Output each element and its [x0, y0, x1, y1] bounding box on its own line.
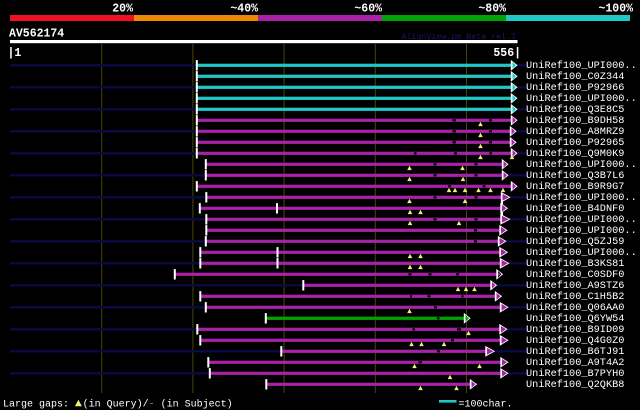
- svg-text:UniRef100_A9T4A2: UniRef100_A9T4A2: [526, 357, 624, 369]
- svg-text:UniRef100_UPI000..: UniRef100_UPI000..: [526, 159, 637, 171]
- svg-text:UniRef100_B9ID09: UniRef100_B9ID09: [526, 324, 624, 336]
- svg-text:UniRef100_C1H5B2: UniRef100_C1H5B2: [526, 291, 624, 303]
- svg-text:UniRef100_UPI000..: UniRef100_UPI000..: [526, 60, 637, 72]
- svg-text:UniRef100_Q5ZJ59: UniRef100_Q5ZJ59: [526, 236, 624, 248]
- svg-text:UniRef100_B3KS81: UniRef100_B3KS81: [526, 258, 624, 270]
- svg-text:UniRef100_B9DH58: UniRef100_B9DH58: [526, 115, 624, 127]
- svg-text:UniRef100_Q6YW54: UniRef100_Q6YW54: [526, 313, 624, 325]
- svg-text:~100%: ~100%: [598, 3, 633, 16]
- svg-text:=100char.: =100char.: [459, 399, 513, 410]
- svg-text:UniRef100_B7PYH0: UniRef100_B7PYH0: [526, 368, 624, 380]
- svg-text:UniRef100_UPI000..: UniRef100_UPI000..: [526, 214, 637, 226]
- svg-text:556|: 556|: [493, 47, 521, 60]
- svg-text:UniRef100_UPI000..: UniRef100_UPI000..: [526, 192, 637, 204]
- svg-text:UniRef100_A9STZ6: UniRef100_A9STZ6: [526, 280, 624, 292]
- svg-text:UniRef100_Q06AA0: UniRef100_Q06AA0: [526, 302, 624, 314]
- svg-text:UniRef100_UPI000..: UniRef100_UPI000..: [526, 225, 637, 237]
- svg-text:Large gaps:: Large gaps:: [3, 400, 69, 410]
- svg-text:AV562174: AV562174: [9, 28, 64, 41]
- svg-text:UniRef100_UPI000..: UniRef100_UPI000..: [526, 247, 637, 259]
- svg-text:AlignView.pm Beta rel.7: AlignView.pm Beta rel.7: [401, 32, 516, 42]
- svg-text:|1: |1: [8, 47, 22, 60]
- svg-text:20%: 20%: [112, 3, 133, 16]
- svg-text:UniRef100_Q3B7L6: UniRef100_Q3B7L6: [526, 170, 624, 182]
- svg-text:UniRef100_Q2QKB8: UniRef100_Q2QKB8: [526, 379, 624, 391]
- svg-text:UniRef100_Q3E8C5: UniRef100_Q3E8C5: [526, 104, 624, 116]
- svg-text:UniRef100_C0SDF0: UniRef100_C0SDF0: [526, 269, 624, 281]
- svg-text:UniRef100_P92966: UniRef100_P92966: [526, 82, 624, 94]
- svg-text:~40%: ~40%: [230, 3, 258, 16]
- svg-text:UniRef100_B6TJ91: UniRef100_B6TJ91: [526, 346, 624, 358]
- svg-text:~60%: ~60%: [354, 3, 382, 16]
- svg-text:UniRef100_B9R9G7: UniRef100_B9R9G7: [526, 181, 624, 193]
- svg-text:(in Query)/- (in Subject): (in Query)/- (in Subject): [83, 399, 233, 410]
- svg-text:UniRef100_Q4G0Z0: UniRef100_Q4G0Z0: [526, 335, 624, 347]
- svg-text:UniRef100_P92965: UniRef100_P92965: [526, 137, 624, 149]
- svg-text:UniRef100_A8MRZ9: UniRef100_A8MRZ9: [526, 126, 624, 138]
- svg-text:UniRef100_C0Z344: UniRef100_C0Z344: [526, 71, 624, 83]
- svg-text:UniRef100_B4DNF0: UniRef100_B4DNF0: [526, 203, 624, 215]
- svg-text:~80%: ~80%: [478, 3, 506, 16]
- svg-text:UniRef100_UPI000..: UniRef100_UPI000..: [526, 93, 637, 105]
- svg-text:UniRef100_Q9M0K9: UniRef100_Q9M0K9: [526, 148, 624, 160]
